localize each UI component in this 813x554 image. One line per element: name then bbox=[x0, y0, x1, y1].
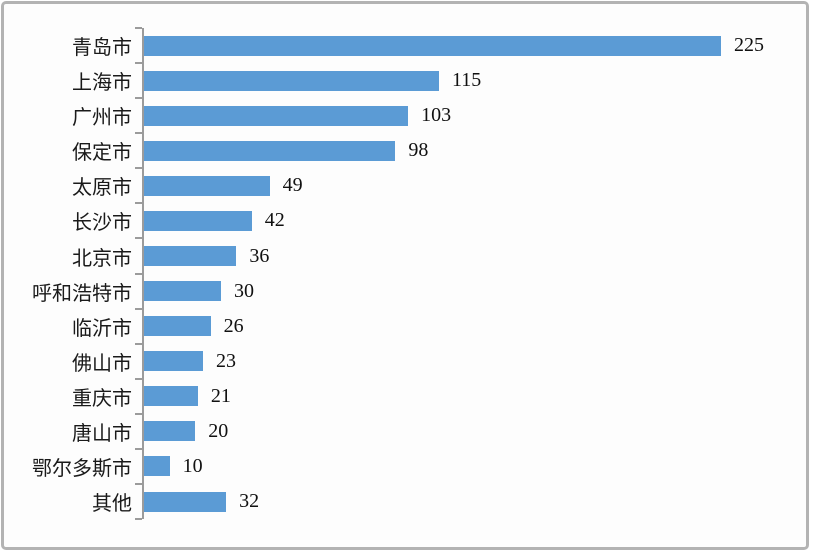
bar-row: 临沂市 26 bbox=[4, 307, 798, 344]
bar bbox=[144, 351, 203, 372]
bar bbox=[144, 35, 722, 56]
value-label: 103 bbox=[421, 104, 452, 127]
category-label: 唐山市 bbox=[72, 422, 132, 445]
bar bbox=[144, 316, 211, 337]
value-label: 42 bbox=[264, 209, 285, 232]
axis-segment: 23 bbox=[135, 342, 798, 379]
bar-row: 保定市 98 bbox=[4, 132, 798, 169]
value-label: 26 bbox=[223, 314, 244, 337]
bar-row: 青岛市 225 bbox=[4, 26, 798, 64]
axis-segment: 225 bbox=[135, 26, 798, 64]
axis-segment: 36 bbox=[135, 237, 798, 274]
value-label: 32 bbox=[239, 490, 260, 513]
axis-segment: 115 bbox=[135, 62, 798, 99]
category-label: 其他 bbox=[92, 493, 132, 516]
bar-row: 其他 32 bbox=[4, 483, 798, 521]
value-label: 36 bbox=[249, 244, 270, 267]
category-label: 佛山市 bbox=[72, 352, 132, 375]
bar bbox=[144, 491, 227, 512]
value-label: 30 bbox=[233, 279, 254, 302]
bar-row: 重庆市 21 bbox=[4, 377, 798, 414]
axis-segment: 20 bbox=[135, 412, 798, 449]
value-label: 225 bbox=[734, 34, 765, 57]
category-label: 重庆市 bbox=[72, 387, 132, 410]
bar-row: 太原市 49 bbox=[4, 167, 798, 204]
bar bbox=[144, 210, 252, 231]
bar-row: 唐山市 20 bbox=[4, 412, 798, 449]
category-label: 保定市 bbox=[72, 142, 132, 165]
value-label: 20 bbox=[208, 419, 229, 442]
bar-row: 佛山市 23 bbox=[4, 342, 798, 379]
bar bbox=[144, 246, 237, 266]
bar bbox=[144, 105, 409, 126]
axis-segment: 32 bbox=[135, 483, 798, 521]
bar bbox=[144, 70, 439, 91]
axis-segment: 26 bbox=[135, 307, 798, 344]
value-label: 10 bbox=[182, 454, 203, 477]
category-label: 广州市 bbox=[72, 107, 132, 130]
axis-segment: 30 bbox=[135, 272, 798, 309]
bar-row: 上海市 115 bbox=[4, 62, 798, 99]
category-label: 长沙市 bbox=[72, 212, 132, 235]
axis-segment: 49 bbox=[135, 167, 798, 204]
category-label: 太原市 bbox=[72, 177, 132, 200]
category-label: 青岛市 bbox=[72, 37, 132, 60]
category-label: 呼和浩特市 bbox=[32, 282, 132, 305]
bar-row: 长沙市 42 bbox=[4, 202, 798, 239]
bar-row: 广州市 103 bbox=[4, 97, 798, 134]
category-label: 鄂尔多斯市 bbox=[32, 457, 132, 480]
bar bbox=[144, 281, 221, 302]
bar-row: 呼和浩特市 30 bbox=[4, 272, 798, 309]
category-label: 北京市 bbox=[72, 247, 132, 270]
value-label: 115 bbox=[451, 69, 482, 92]
bar-chart: 青岛市 225 上海市 115 广州市 103 保定市 98 太原市 49 bbox=[4, 26, 798, 521]
axis-segment: 42 bbox=[135, 202, 798, 239]
value-label: 98 bbox=[408, 139, 429, 162]
axis-segment: 98 bbox=[135, 132, 798, 169]
bar bbox=[144, 175, 270, 196]
bar-row: 鄂尔多斯市 10 bbox=[4, 447, 798, 485]
axis-segment: 21 bbox=[135, 377, 798, 414]
axis-segment: 10 bbox=[135, 447, 798, 485]
bar bbox=[144, 421, 196, 442]
category-label: 上海市 bbox=[72, 72, 132, 95]
value-label: 23 bbox=[215, 349, 236, 372]
value-label: 21 bbox=[210, 384, 231, 407]
bar-row: 北京市 36 bbox=[4, 237, 798, 274]
value-label: 49 bbox=[282, 174, 303, 197]
axis-segment: 103 bbox=[135, 97, 798, 134]
bar bbox=[144, 140, 396, 161]
bar bbox=[144, 386, 198, 407]
bar bbox=[144, 456, 170, 477]
category-label: 临沂市 bbox=[72, 317, 132, 340]
